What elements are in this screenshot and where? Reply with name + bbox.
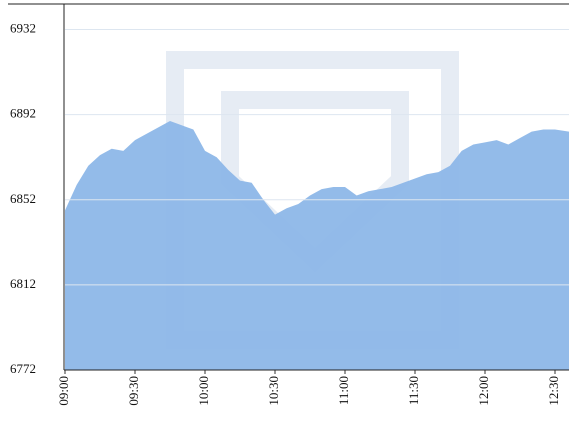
y-tick-label: 6892	[10, 106, 36, 121]
x-tick-label: 11:30	[406, 376, 421, 405]
x-tick-label: 12:00	[476, 376, 491, 406]
y-tick-label: 6852	[10, 191, 36, 206]
x-tick-label: 09:30	[126, 376, 141, 406]
x-tick-label: 10:30	[266, 376, 281, 406]
y-tick-label: 6932	[10, 21, 36, 36]
y-tick-label: 6812	[10, 276, 36, 291]
y-tick-label: 6772	[10, 361, 36, 376]
x-tick-label: 12:30	[546, 376, 561, 406]
x-tick-label: 09:00	[56, 376, 71, 406]
x-tick-label: 10:00	[196, 376, 211, 406]
x-tick-label: 11:00	[336, 376, 351, 405]
area	[65, 121, 569, 370]
